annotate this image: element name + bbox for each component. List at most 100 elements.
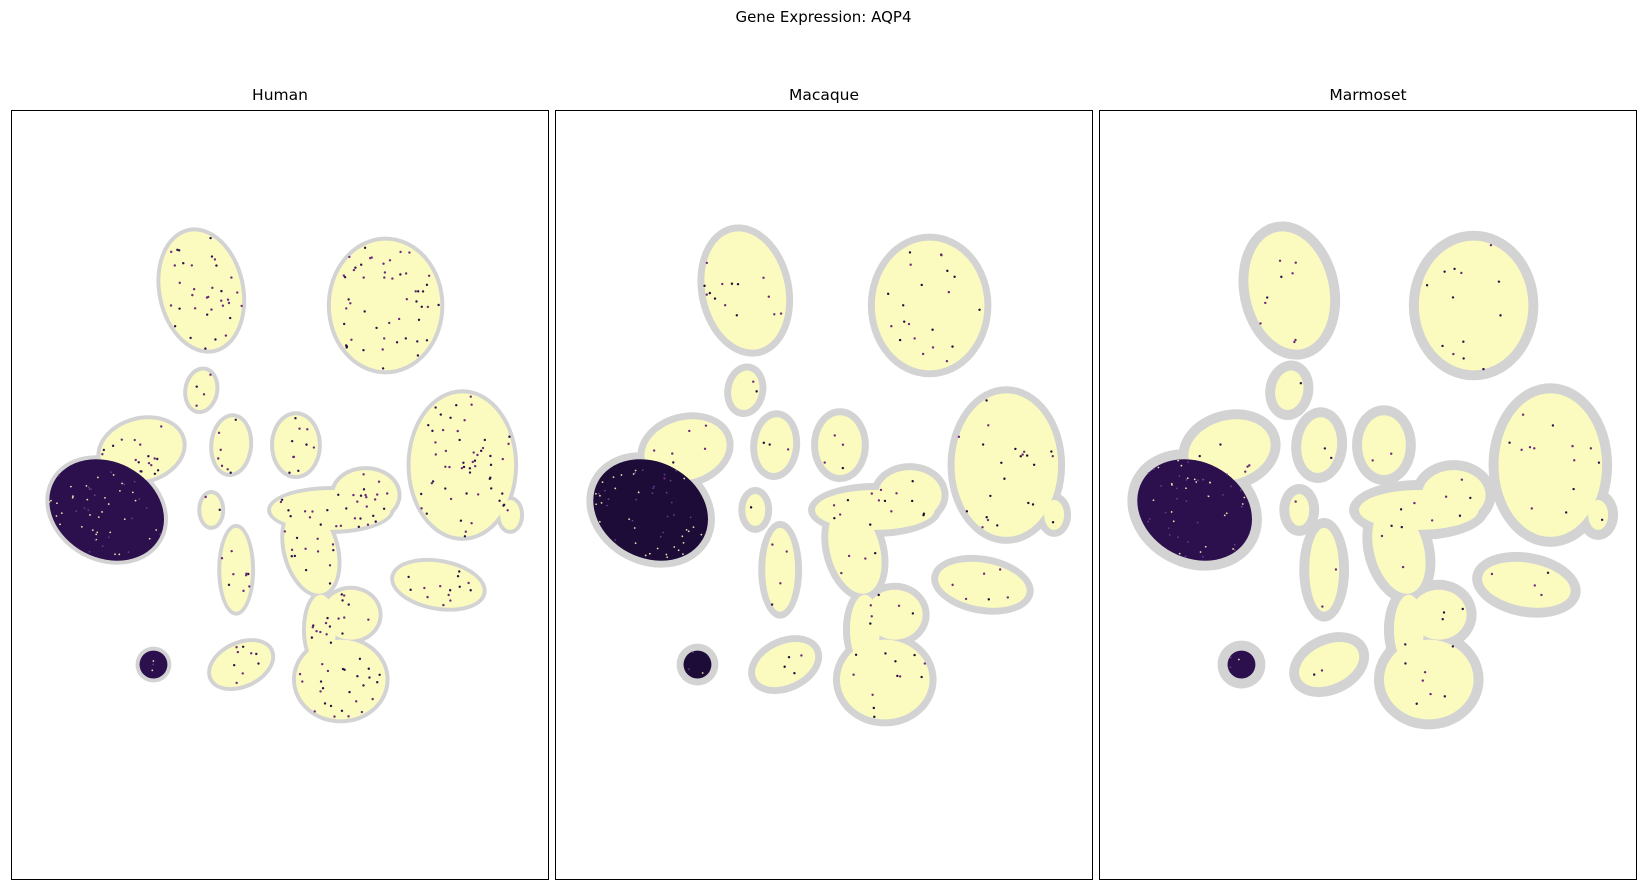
expressing-cell-point	[344, 344, 348, 347]
expressing-cell-point	[671, 452, 674, 455]
expressing-cell-point	[235, 646, 238, 649]
expressing-cell-point	[1572, 487, 1575, 491]
low-expression-cell-point	[151, 669, 154, 672]
expressing-cell-point	[298, 427, 301, 430]
expressing-cell-point	[290, 439, 294, 443]
low-expression-cell-point	[86, 498, 89, 501]
expressing-cell-point	[1400, 525, 1403, 529]
expressing-cell-point	[342, 594, 346, 597]
low-expression-cell-point	[119, 490, 121, 492]
low-expression-cell-point	[692, 651, 694, 654]
expressing-cell-point	[235, 681, 238, 685]
expressing-cell-point	[987, 424, 990, 427]
low-expression-cell-point	[1193, 478, 1196, 481]
low-expression-cell-point	[1178, 475, 1181, 478]
expressing-cell-point	[1003, 477, 1006, 480]
expressing-cell-point	[1371, 459, 1374, 462]
expressing-cell-point	[755, 390, 758, 393]
low-expression-cell-point	[670, 501, 673, 504]
low-expression-cell-point	[1186, 477, 1189, 480]
expressing-cell-point	[150, 463, 153, 467]
expressing-cell-point	[1244, 470, 1247, 473]
expressing-cell-point	[340, 593, 343, 596]
expressing-cell-point	[1404, 662, 1407, 665]
expressing-cell-point	[1323, 447, 1327, 450]
expressing-cell-point	[441, 428, 445, 432]
low-expression-cluster	[877, 470, 942, 520]
expressing-cell-point	[1497, 280, 1501, 283]
panel-title-human: Human	[252, 86, 308, 104]
low-expression-cell-point	[131, 491, 134, 494]
low-expression-cell-point	[614, 487, 617, 490]
expressing-cell-point	[1441, 617, 1444, 621]
expressing-cell-point	[328, 625, 332, 628]
expressing-cell-point	[257, 662, 260, 665]
expressing-cell-point	[1280, 275, 1283, 279]
low-expression-cell-point	[603, 489, 606, 492]
expressing-cell-point	[376, 493, 379, 496]
expressing-cell-point	[303, 510, 307, 513]
expressing-cell-point	[1293, 340, 1296, 344]
high-expression-cluster	[683, 650, 712, 679]
expressing-cell-point	[301, 680, 304, 683]
expressing-cell-point	[1334, 568, 1338, 571]
expressing-cell-point	[507, 442, 510, 446]
expressing-cell-point	[841, 466, 845, 470]
expressing-cell-point	[1564, 511, 1568, 514]
high-expression-cluster	[605, 469, 646, 501]
low-expression-cell-point	[121, 482, 123, 485]
low-expression-cell-point	[595, 492, 597, 495]
low-expression-cluster	[745, 494, 766, 526]
expressing-cell-point	[348, 690, 351, 694]
low-expression-cell-point	[681, 535, 684, 538]
low-expression-cell-point	[93, 494, 96, 497]
low-expression-cell-point	[55, 515, 58, 517]
expressing-cell-point	[1462, 340, 1465, 343]
low-expression-cell-point	[75, 510, 78, 513]
expressing-cell-point	[783, 665, 786, 668]
expressing-cell-point	[319, 630, 322, 634]
expressing-cell-point	[785, 550, 788, 553]
expressing-cell-point	[908, 251, 912, 254]
expressing-cell-point	[468, 471, 472, 474]
expressing-cell-point	[111, 444, 115, 448]
expressing-cell-point	[470, 403, 473, 406]
expressing-cell-point	[220, 557, 224, 560]
expressing-cell-point	[1528, 446, 1532, 449]
expressing-cell-point	[773, 313, 776, 316]
expressing-cell-point	[704, 424, 708, 427]
low-expression-cell-point	[138, 498, 141, 500]
expressing-cell-point	[1600, 518, 1604, 522]
expressing-cell-point	[907, 322, 911, 326]
expressing-cell-point	[356, 675, 359, 678]
expressing-cells	[48, 236, 511, 718]
low-expression-cell-point	[148, 537, 151, 540]
expressing-cell-point	[325, 633, 328, 636]
expressing-cell-point	[981, 443, 985, 446]
expressing-cell-point	[339, 524, 343, 528]
expressing-cell-point	[250, 652, 253, 655]
expressing-cell-point	[1443, 695, 1447, 698]
expressing-cell-point	[209, 236, 212, 240]
expressing-cell-point	[1520, 448, 1523, 452]
figure-title: Gene Expression: AQP4	[735, 8, 912, 26]
expressing-cell-point	[431, 480, 435, 483]
expressing-cell-point	[365, 505, 368, 508]
expressing-cell-point	[220, 289, 223, 293]
low-expression-cell-point	[1207, 495, 1210, 498]
low-expression-cluster	[755, 642, 816, 688]
low-expression-cell-point	[634, 471, 637, 474]
low-expression-cluster	[410, 393, 515, 537]
expressing-cell-point	[352, 268, 356, 272]
expressing-cell-point	[946, 269, 949, 273]
low-expression-cluster	[938, 561, 1027, 608]
expressing-cell-point	[340, 709, 344, 713]
low-expression-cell-point	[1185, 500, 1188, 503]
expressing-cell-point	[195, 385, 198, 388]
low-expression-cell-point	[1237, 658, 1240, 661]
expressing-cell-point	[1248, 464, 1251, 467]
low-expression-cell-point	[1184, 555, 1187, 558]
expressing-cell-point	[721, 282, 724, 286]
low-expression-cell-point	[1175, 487, 1178, 490]
expressing-cell-point	[439, 413, 442, 416]
